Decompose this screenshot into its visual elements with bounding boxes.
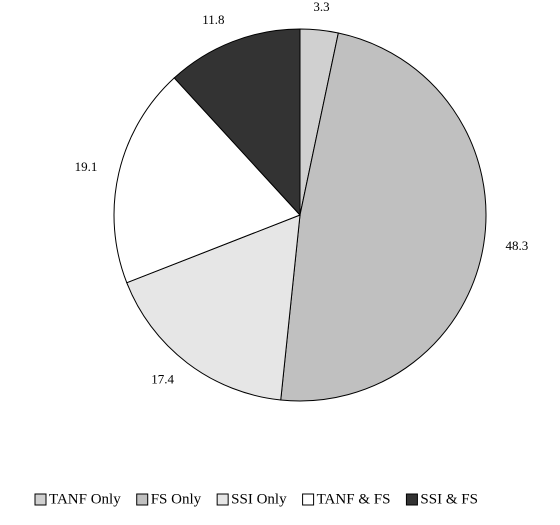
legend-label: TANF & FS: [317, 491, 391, 507]
legend: TANF Only FS Only SSI Only TANF & FS SSI & F…: [34, 491, 478, 507]
legend-label: SSI Only: [231, 491, 287, 507]
pie: [113, 28, 487, 402]
legend-swatch: [216, 493, 229, 506]
data-label: 48.3: [505, 238, 528, 253]
legend-label: TANF Only: [49, 491, 121, 507]
legend-swatch: [136, 493, 149, 506]
pie-slice: [280, 32, 487, 402]
legend-swatch: [405, 493, 418, 506]
legend-swatch: [34, 493, 47, 506]
pie-slice: [126, 214, 301, 401]
data-label: 11.8: [202, 12, 224, 27]
data-labels: 3.3 48.3 17.4 19.1 11.8: [75, 0, 529, 386]
data-label: 3.3: [313, 0, 329, 14]
data-label: 19.1: [75, 159, 98, 174]
legend-label: FS Only: [151, 491, 202, 507]
legend-swatch: [302, 493, 315, 506]
pie-slice: [113, 77, 301, 284]
legend-label: SSI & FS: [420, 491, 478, 507]
pie-slice: [173, 28, 301, 217]
data-label: 17.4: [151, 371, 174, 386]
